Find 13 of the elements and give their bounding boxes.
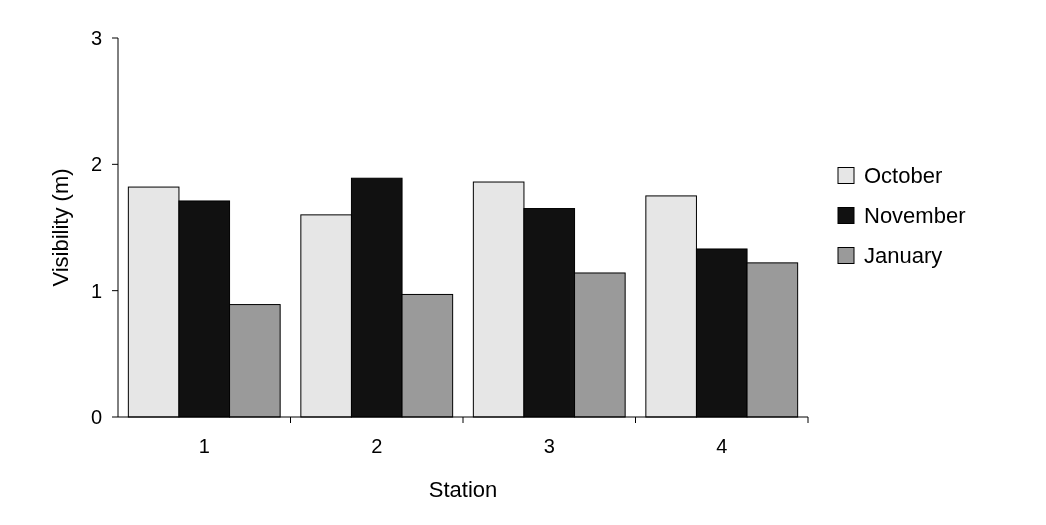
x-tick-label: 3 — [543, 435, 555, 457]
y-tick-label: 3 — [90, 27, 102, 49]
y-tick-label: 0 — [90, 406, 102, 428]
y-axis-title: Visibility (m) — [48, 168, 73, 287]
x-tick-label: 1 — [198, 435, 210, 457]
legend-label: January — [864, 243, 943, 269]
legend-label: October — [864, 163, 943, 189]
x-axis-title: Station — [428, 477, 498, 502]
x-tick-label: 4 — [716, 435, 728, 457]
x-tick-label: 2 — [371, 435, 383, 457]
y-tick-label: 1 — [90, 279, 102, 302]
y-tick-label: 2 — [90, 153, 102, 176]
legend-label: November — [864, 203, 966, 229]
